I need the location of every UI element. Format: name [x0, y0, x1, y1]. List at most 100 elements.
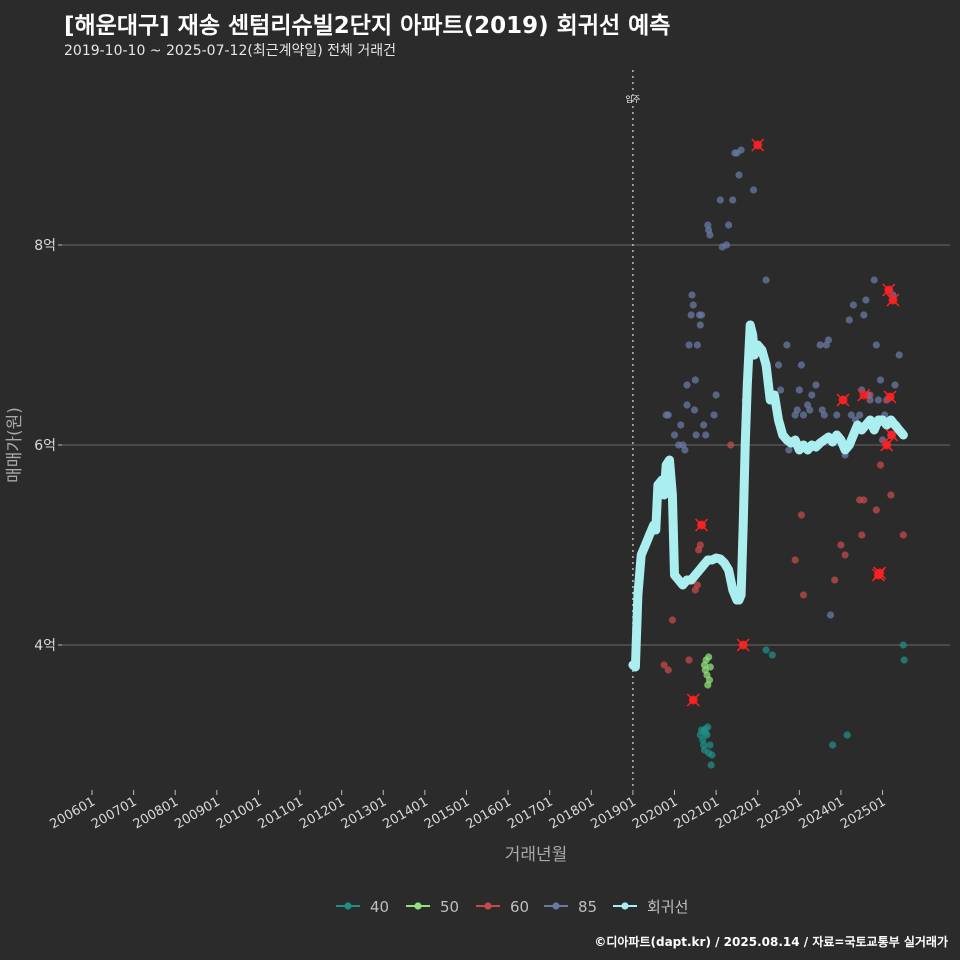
data-point-85 — [696, 321, 704, 329]
data-point-85 — [697, 311, 706, 319]
data-point-85 — [706, 231, 714, 239]
data-point-85 — [722, 241, 731, 249]
data-point-60 — [837, 541, 845, 549]
regression-line-path — [628, 320, 908, 672]
highlight-marker — [886, 293, 900, 307]
legend-label: 85 — [578, 898, 597, 916]
data-point-50 — [705, 676, 714, 684]
data-point-85 — [795, 386, 803, 394]
data-point-60 — [860, 496, 868, 504]
regression-line — [628, 320, 908, 672]
x-tick-label: 201701 — [505, 794, 555, 832]
data-point-60 — [797, 511, 806, 519]
x-tick-label: 201501 — [422, 794, 472, 832]
x-tick-label: 201001 — [214, 794, 264, 832]
data-point-60 — [664, 666, 672, 674]
legend-item-60: 60 — [476, 898, 529, 916]
data-point-60 — [668, 616, 677, 624]
highlight-marker — [695, 518, 709, 532]
legend-label: 회귀선 — [647, 898, 688, 916]
data-point-40 — [768, 651, 776, 659]
data-point-85 — [664, 411, 672, 419]
data-point-85 — [824, 336, 833, 344]
data-point-60 — [660, 661, 668, 669]
move-in-annotation: 입주 — [626, 70, 641, 790]
data-point-60 — [799, 591, 808, 599]
x-tick-label: 202101 — [672, 794, 722, 832]
data-point-85 — [774, 361, 783, 369]
y-tick-label: 8억 — [34, 238, 56, 254]
data-point-85 — [826, 611, 835, 619]
data-point-85 — [687, 311, 695, 319]
data-point-85 — [845, 316, 853, 324]
highlight-marker — [836, 393, 850, 407]
scatter-points — [660, 141, 908, 769]
data-point-85 — [797, 361, 806, 369]
data-point-50 — [705, 653, 713, 661]
data-point-85 — [691, 376, 699, 384]
data-point-60 — [858, 531, 866, 539]
data-point-85 — [670, 431, 679, 439]
data-point-60 — [887, 491, 895, 499]
move-in-label: 입주 — [626, 95, 641, 104]
data-point-85 — [700, 421, 708, 429]
data-point-85 — [710, 411, 718, 419]
data-point-85 — [681, 446, 689, 454]
data-point-85 — [895, 351, 903, 359]
x-tick-label: 201601 — [464, 794, 514, 832]
data-point-85 — [874, 396, 882, 404]
data-point-85 — [683, 401, 691, 409]
highlight-marker — [883, 390, 897, 404]
data-point-40 — [900, 656, 908, 664]
data-point-85 — [729, 196, 737, 204]
x-tick-label: 202301 — [755, 794, 805, 832]
legend-label: 60 — [510, 898, 529, 916]
data-point-85 — [808, 391, 816, 399]
data-point-85 — [749, 186, 758, 194]
source-caption: ©디아파트(dapt.kr) / 2025.08.14 / 자료=국토교통부 실… — [594, 935, 948, 949]
x-axis: 2006012007012008012009012010012011012012… — [48, 790, 889, 865]
legend-label: 40 — [370, 898, 389, 916]
data-point-85 — [847, 411, 855, 419]
data-point-85 — [689, 301, 697, 309]
data-point-85 — [725, 221, 733, 229]
highlight-marker — [686, 693, 700, 707]
x-tick-label: 202501 — [838, 794, 888, 832]
data-point-40 — [708, 751, 716, 759]
data-point-50 — [706, 663, 714, 671]
y-tick-label: 4억 — [34, 638, 56, 654]
x-tick-label: 201401 — [380, 794, 430, 832]
data-point-40 — [899, 641, 907, 649]
data-point-60 — [727, 441, 735, 449]
x-tick-label: 201801 — [547, 794, 597, 832]
data-point-85 — [849, 301, 858, 309]
x-tick-label: 200801 — [131, 794, 181, 832]
data-point-85 — [712, 391, 720, 399]
data-point-60 — [685, 656, 693, 664]
chart-title: [해운대구] 재송 센텀리슈빌2단지 아파트(2019) 회귀선 예측 — [64, 13, 671, 39]
data-point-85 — [793, 406, 801, 414]
data-point-60 — [693, 581, 701, 589]
data-point-85 — [820, 411, 828, 419]
data-point-85 — [816, 341, 824, 349]
chart-subtitle: 2019-10-10 ~ 2025-07-12(최근계약일) 전체 거래건 — [64, 43, 396, 59]
legend-item-85: 85 — [544, 898, 597, 916]
x-tick-label: 200901 — [172, 794, 222, 832]
data-point-85 — [862, 296, 870, 304]
legend-item-40: 40 — [336, 898, 389, 916]
data-point-60 — [831, 576, 839, 584]
x-axis-title: 거래년월 — [505, 845, 568, 865]
data-point-85 — [799, 411, 808, 419]
data-point-85 — [777, 386, 785, 394]
highlight-marker — [857, 388, 871, 402]
x-tick-label: 201301 — [339, 794, 389, 832]
data-point-85 — [806, 406, 814, 414]
highlight-markers — [686, 138, 900, 707]
data-point-85 — [702, 431, 710, 439]
data-point-85 — [856, 411, 864, 419]
data-point-60 — [899, 531, 907, 539]
data-point-85 — [693, 341, 701, 349]
data-point-85 — [735, 171, 743, 179]
